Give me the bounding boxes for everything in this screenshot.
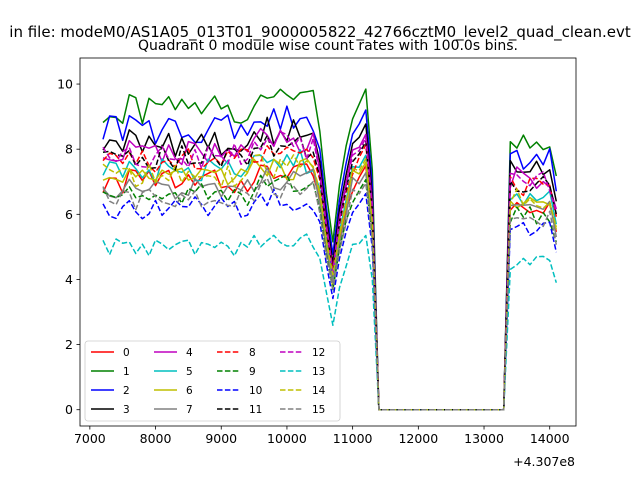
- legend-label-0: 0: [123, 347, 130, 359]
- x-tick-label: 11000: [333, 431, 373, 446]
- legend-label-8: 8: [249, 347, 256, 359]
- y-tick-label: 0: [65, 402, 73, 417]
- legend-label-12: 12: [312, 347, 325, 359]
- axes-frame: [79, 57, 577, 427]
- x-tick-label: 9000: [205, 431, 237, 446]
- legend-label-15: 15: [312, 404, 325, 416]
- axes: 7000 8000 9000 10000 11000 12000 13000 14000 0 2 4…: [57, 57, 577, 446]
- y-tick-label: 10: [57, 77, 73, 92]
- legend-frame: [84, 340, 341, 422]
- x-tick-label: 8000: [140, 431, 172, 446]
- legend-label-6: 6: [186, 385, 193, 397]
- x-tick-label: 12000: [398, 431, 438, 446]
- series-line-15: [102, 177, 558, 411]
- x-tick-label: 14000: [530, 431, 570, 446]
- legend-label-7: 7: [186, 404, 193, 416]
- x-tick-label: 13000: [464, 431, 504, 446]
- series-lines: [102, 88, 558, 411]
- legend-label-5: 5: [186, 366, 193, 378]
- x-tick-label: 7000: [74, 431, 106, 446]
- legend-label-9: 9: [249, 366, 256, 378]
- chart-title: Quadrant 0 module wise count rates with …: [138, 38, 518, 54]
- figure-suptitle: in file: modeM0/AS1A05_013T01_9000005822…: [9, 23, 631, 42]
- y-tick-label: 6: [65, 207, 73, 222]
- legend-label-2: 2: [123, 385, 130, 397]
- x-offset-label: +4.307e8: [513, 454, 575, 469]
- legend-label-3: 3: [123, 404, 130, 416]
- legend-label-11: 11: [249, 404, 262, 416]
- y-tick-label: 4: [65, 272, 73, 287]
- y-tick-label: 2: [65, 337, 73, 352]
- x-tick-label: 10000: [267, 431, 307, 446]
- legend-label-4: 4: [186, 347, 193, 359]
- legend-label-10: 10: [249, 385, 262, 397]
- legend-label-1: 1: [123, 366, 130, 378]
- legend-label-13: 13: [312, 366, 325, 378]
- legend-label-14: 14: [312, 385, 326, 397]
- y-tick-label: 8: [65, 142, 73, 157]
